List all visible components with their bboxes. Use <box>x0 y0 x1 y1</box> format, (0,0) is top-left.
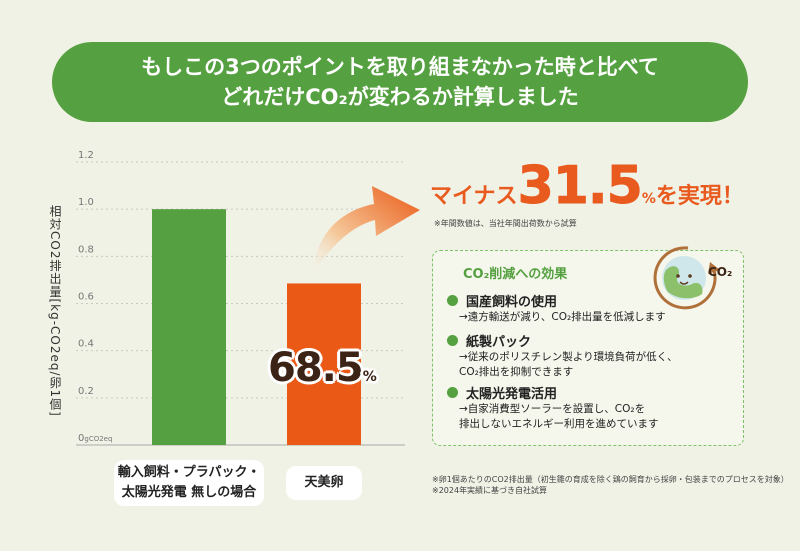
category-label-tenbi-egg: 天美卵 <box>286 466 362 500</box>
effect-title: 太陽光発電活用 <box>466 387 558 402</box>
y-tick-label: 1.0 <box>78 197 94 208</box>
effect-title: 紙製パック <box>466 335 532 350</box>
effect-item: 太陽光発電活用 →自家消費型ソーラーを設置し、CO₂を 排出しないエネルギー利用… <box>447 383 659 432</box>
headline-line-1: もしこの3つのポイントを取り組まなかった時と比べて <box>141 55 659 79</box>
footnote: ※卵1個あたりのCO2排出量（初生雛の育成を除く鶏の飼育から採卵・包装までのプロ… <box>432 475 789 495</box>
effect-desc: →従来のポリスチレン製より環境負荷が低く、 CO₂排出を抑制できます <box>459 351 678 378</box>
bar-value-number: 68.5 <box>268 345 364 391</box>
headline-banner: もしこの3つのポイントを取り組まなかった時と比べて どれだけCO₂が変わるか計算… <box>52 42 748 122</box>
y-tick-label: 0.4 <box>78 339 94 350</box>
reduction-headline: マイナス31.5%を実現！ <box>430 156 744 217</box>
bar-value-label: 68.5% <box>268 345 377 391</box>
y-tick-label: 0gCO2eq <box>78 433 112 444</box>
y-tick-label: 1.2 <box>78 150 94 161</box>
category-label-without-measures: 輸入飼料・プラパック・ 太陽光発電 無しの場合 <box>114 460 264 506</box>
y-tick-label: 0.2 <box>78 386 94 397</box>
effect-desc: →自家消費型ソーラーを設置し、CO₂を 排出しないエネルギー利用を進めています <box>459 403 659 430</box>
effects-title: CO₂削減への効果 <box>463 267 568 282</box>
effect-item: 紙製パック →従来のポリスチレン製より環境負荷が低く、 CO₂排出を抑制できます <box>447 331 678 380</box>
effect-title: 国産飼料の使用 <box>466 295 558 310</box>
effect-item: 国産飼料の使用 →遠方輸送が減り、CO₂排出量を低減します <box>447 291 666 325</box>
bar <box>152 209 226 445</box>
bullet-icon <box>447 295 458 306</box>
headline-line-2: どれだけCO₂が変わるか計算しました <box>221 85 579 109</box>
bullet-icon <box>447 387 458 398</box>
zero-unit-label: gCO2eq <box>84 435 112 443</box>
bullet-icon <box>447 335 458 346</box>
reduction-value: 31.5 <box>517 156 643 217</box>
reduction-unit: % <box>641 191 656 207</box>
y-tick-label: 0.6 <box>78 292 94 303</box>
reduction-prefix: マイナス <box>430 184 518 209</box>
effect-desc: →遠方輸送が減り、CO₂排出量を低減します <box>459 311 666 323</box>
bar-value-unit: % <box>362 369 377 385</box>
y-axis-title: 相対CO2排出量[kg-CO2eq/卵1個] <box>48 205 62 417</box>
earth-co2-icon: CO₂ <box>653 246 732 310</box>
increase-arrow <box>312 186 420 276</box>
reduction-suffix: を実現！ <box>655 184 744 209</box>
co2-badge-text: CO₂ <box>708 265 732 279</box>
bar <box>287 283 361 445</box>
y-tick-label: 0.8 <box>78 244 94 255</box>
annual-note: ※年間数値は、当社年間出荷数から試算 <box>434 219 577 228</box>
